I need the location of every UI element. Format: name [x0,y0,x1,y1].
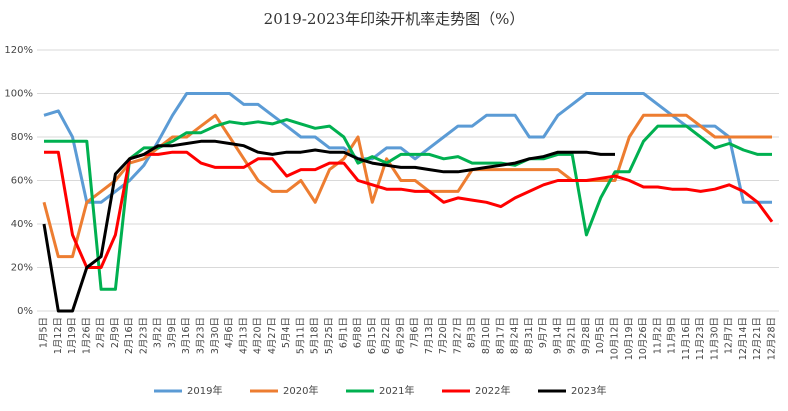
x-tick-label: 12月14日 [738,317,749,360]
x-tick-label: 5月25日 [324,317,335,354]
x-tick-label: 1月12日 [53,317,64,354]
x-tick-label: 10月19日 [624,317,635,360]
x-tick-label: 11月2日 [652,317,663,354]
x-tick-label: 5月11日 [295,317,306,354]
x-tick-label: 11月23日 [695,317,706,360]
x-tick-label: 12月7日 [724,317,735,354]
x-tick-label: 8月31日 [524,317,535,354]
x-tick-label: 7月13日 [424,317,435,354]
x-tick-label: 9月21日 [567,317,578,354]
legend-label: 2021年 [379,384,414,397]
y-tick-label: 100% [4,89,33,100]
x-tick-label: 5月4日 [281,317,292,348]
x-tick-label: 1月26日 [81,317,92,354]
x-tick-label: 12月28日 [767,317,778,360]
x-tick-label: 6月8日 [353,317,364,348]
x-tick-label: 12月21日 [752,317,763,360]
legend-label: 2022年 [475,384,510,397]
x-tick-label: 6月1日 [338,317,349,348]
x-tick-label: 11月30日 [709,317,720,360]
series-line [42,139,615,313]
x-tick-label: 2月9日 [110,317,121,348]
x-tick-label: 5月18日 [310,317,321,354]
x-tick-label: 7月6日 [410,317,421,348]
x-tick-label: 11月16日 [681,317,692,360]
chart-title: 2019-2023年印染开机率走势图（%） [264,10,525,28]
y-tick-label: 60% [11,176,33,187]
x-tick-label: 2月16日 [124,317,135,354]
x-tick-label: 4月20日 [253,317,264,354]
x-tick-label: 7月27日 [452,317,463,354]
y-tick-label: 20% [11,263,33,274]
x-tick-label: 2月23日 [138,317,149,354]
legend-label: 2019年 [187,384,222,397]
y-tick-label: 120% [4,45,33,56]
x-tick-label: 3月23日 [196,317,207,354]
series-line [44,150,774,269]
x-tick-label: 4月27日 [267,317,278,354]
x-tick-label: 4月13日 [238,317,249,354]
x-tick-label: 8月10日 [481,317,492,354]
x-tick-label: 10月12日 [609,317,620,360]
x-tick-label: 8月17日 [495,317,506,354]
x-tick-label: 4月6日 [224,317,235,348]
x-tick-label: 10月5日 [595,317,606,354]
x-tick-label: 8月24日 [510,317,521,354]
x-tick-label: 9月28日 [581,317,592,354]
x-tick-label: 1月19日 [67,317,78,354]
x-tick-label: 9月7日 [538,317,549,348]
y-tick-label: 80% [11,132,33,143]
y-tick-label: 40% [11,219,33,230]
x-tick-label: 3月16日 [181,317,192,354]
x-tick-label: 3月30日 [210,317,221,354]
x-tick-label: 3月2日 [153,317,164,348]
x-tick-label: 8月3日 [467,317,478,348]
x-tick-label: 10月26日 [638,317,649,360]
x-tick-label: 3月9日 [167,317,178,348]
y-tick-label: 0% [17,306,33,317]
legend-label: 2020年 [283,384,318,397]
x-tick-label: 2月2日 [96,317,107,348]
x-tick-label: 9月14日 [552,317,563,354]
series-line [44,118,772,291]
series-line [42,113,772,259]
x-tick-label: 6月22日 [381,317,392,354]
legend-label: 2023年 [571,384,606,397]
x-tick-label: 1月5日 [39,317,50,348]
x-tick-label: 7月20日 [438,317,449,354]
x-tick-label: 11月9日 [667,317,678,354]
x-tick-label: 6月15日 [367,317,378,354]
x-tick-label: 6月29日 [395,317,406,354]
